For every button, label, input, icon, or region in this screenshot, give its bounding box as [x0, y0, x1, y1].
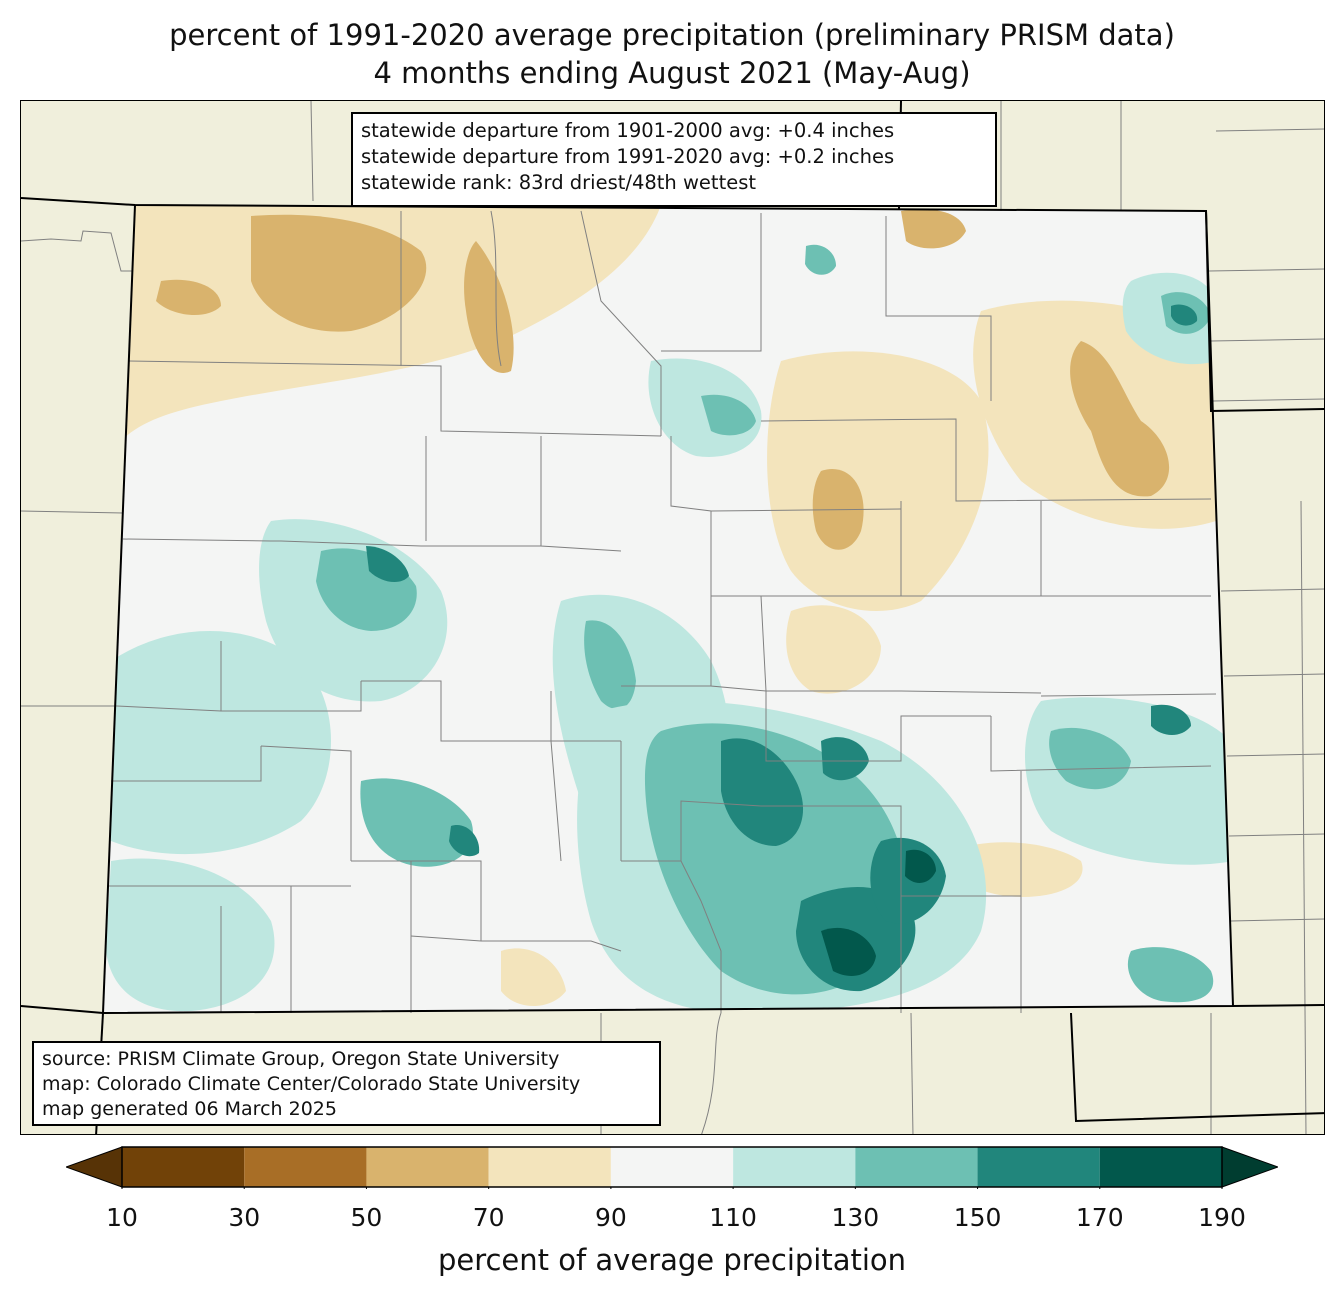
dry-region-front-range: [767, 351, 989, 611]
dry-region-northeast-top: [901, 209, 966, 249]
wet-region-east-moderate: [1049, 727, 1131, 790]
colorbar-tick-label: 130: [831, 1203, 880, 1232]
colorbar-segment: [1099, 1147, 1222, 1187]
wet-region-south-central-very-strong: [821, 927, 876, 976]
colorbar-tick-label: 190: [1198, 1203, 1246, 1232]
wet-region-north-central-spot: [805, 244, 836, 275]
dry-region-northwest-core: [251, 214, 427, 332]
wet-region-west-central-strong: [366, 546, 409, 583]
colorbar-segment: [977, 1147, 1100, 1187]
wet-region-san-juans: [360, 778, 473, 867]
source-box: source: PRISM Climate Group, Oregon Stat…: [32, 1041, 661, 1126]
colorbar-tick-label: 150: [953, 1203, 1002, 1232]
colorbar: [66, 1146, 1278, 1189]
colorbar-segment: [610, 1147, 734, 1187]
wet-region-wet-mountains: [821, 737, 869, 781]
wet-region-san-juans-strong: [449, 825, 480, 857]
stats-line-rank: statewide rank: 83rd driest/48th wettest: [361, 171, 757, 194]
dry-region-north-central-core: [464, 241, 514, 373]
colorbar-over-arrow: [1221, 1146, 1278, 1188]
wet-region-southwest: [106, 858, 275, 1012]
wet-region-south-central-strong: [721, 738, 804, 846]
colorbar-segment: [244, 1147, 367, 1187]
dry-region-south-edge: [501, 948, 566, 1006]
colorbar-tick-label: 90: [594, 1203, 627, 1232]
statewide-stats-box: statewide departure from 1901-2000 avg: …: [351, 112, 997, 207]
colorbar-tick-label: 170: [1075, 1203, 1124, 1232]
stats-line-departure-1901: statewide departure from 1901-2000 avg: …: [361, 119, 895, 142]
map-canvas: [21, 101, 1324, 1134]
county-lines: [107, 210, 1217, 1013]
colorbar-segment: [488, 1147, 611, 1187]
colorbar-tick-label: 30: [228, 1203, 261, 1232]
dry-region-east-central: [786, 605, 881, 694]
colorbar-tick-label: 110: [709, 1203, 757, 1232]
stats-line-departure-1991: statewide departure from 1991-2020 avg: …: [361, 145, 895, 168]
colorbar-segment: [855, 1147, 978, 1187]
colorbar-segment: [366, 1147, 489, 1187]
colorbar-tick-label: 50: [350, 1203, 383, 1232]
wet-region-north-park-moderate: [701, 394, 756, 436]
wet-region-spanish-peaks-core: [905, 849, 936, 883]
map-title-line1: percent of 1991-2020 average precipitati…: [169, 18, 1175, 52]
colorbar-segment: [733, 1147, 856, 1187]
colorbar-tick-label: 10: [106, 1203, 138, 1232]
colorbar-under-arrow: [66, 1146, 123, 1188]
wet-region-west: [111, 631, 331, 855]
precipitation-field: [106, 205, 1233, 1013]
wet-region-southeast-corner: [1127, 947, 1214, 1003]
colorbar-label: percent of average precipitation: [437, 1243, 907, 1277]
colorbar-frame: [121, 1146, 1223, 1188]
dry-region-northeast-core: [1070, 341, 1170, 497]
source-line-prism: source: PRISM Climate Group, Oregon Stat…: [42, 1048, 560, 1070]
dry-region-northwest-patch: [156, 279, 221, 316]
wet-region-northeast-corner-strong: [1171, 304, 1198, 326]
wet-region-central-moderate: [584, 620, 636, 710]
map-title-line2: 4 months ending August 2021 (May-Aug): [373, 56, 971, 90]
precipitation-map: statewide departure from 1901-2000 avg: …: [20, 100, 1325, 1135]
colorbar-segment: [122, 1147, 245, 1187]
colorbar-tick-label: 70: [472, 1203, 505, 1232]
source-line-map: map: Colorado Climate Center/Colorado St…: [42, 1073, 581, 1095]
source-line-generated: map generated 06 March 2025: [42, 1098, 337, 1120]
wet-region-east-strong: [1151, 704, 1191, 736]
